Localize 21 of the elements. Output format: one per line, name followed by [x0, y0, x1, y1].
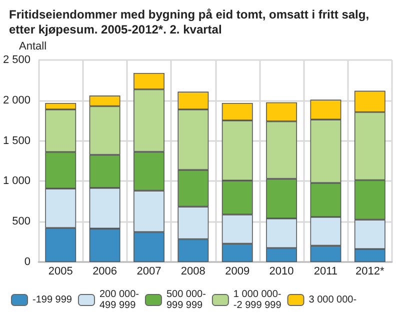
x-tick-label: 2010: [269, 266, 294, 278]
legend-label: 200 000- 499 999: [99, 289, 139, 311]
x-tick-label: 2006: [92, 266, 118, 278]
legend-label: 500 000- 999 999: [166, 289, 206, 311]
y-tick-label: 1 500: [2, 134, 31, 147]
y-tick-label: 2 000: [2, 94, 31, 106]
x-tick-label: 2007: [136, 266, 162, 278]
y-tick-label: 0: [24, 256, 31, 268]
y-tick-label: 1 000: [2, 175, 31, 188]
y-axis-title: Antall: [18, 40, 47, 52]
x-tick-label: 2005: [48, 266, 73, 278]
legend-label: 3 000 000-: [308, 294, 357, 306]
legend-label: 1 000 000- -2 999 999: [233, 289, 282, 311]
legend-label: -199 999: [32, 294, 72, 306]
x-tick-label: 2011: [314, 266, 338, 278]
x-tick-label: 2009: [225, 266, 250, 278]
y-tick-label: 500: [12, 216, 31, 228]
x-tick-label: 2008: [180, 266, 206, 278]
y-tick-label: 2 500: [2, 54, 31, 66]
chart-title: Fritidseiendommer med bygning på eid tomt, omsatt i fritt salg, etter kjøpesum. 2005-2012*. 2. kvartal: [9, 8, 372, 36]
x-tick-label: 2012*: [356, 266, 385, 278]
